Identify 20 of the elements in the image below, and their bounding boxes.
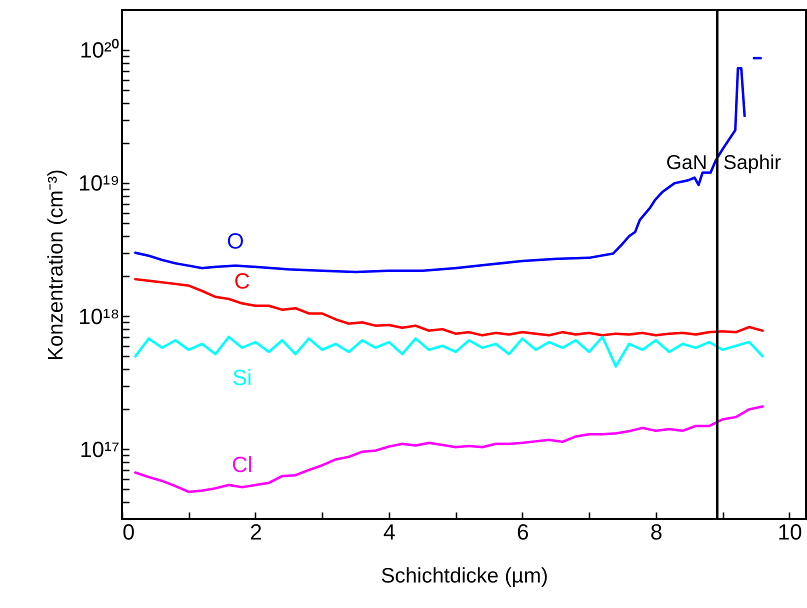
annotation: Saphir: [723, 152, 782, 174]
line-series: [134, 336, 764, 368]
line-series: [134, 405, 764, 494]
x-tick-label: 8: [650, 520, 662, 544]
annotation: GaN: [666, 152, 708, 174]
series-label: C: [234, 268, 250, 294]
x-tick-label: 10: [778, 520, 802, 544]
series-label: O: [226, 228, 244, 254]
y-tick-label: 10¹⁸: [78, 304, 120, 329]
y-tick-label: 10²⁰: [80, 38, 120, 63]
y-tick-label: 10¹⁷: [80, 436, 120, 462]
x-tick-label: 2: [250, 520, 262, 544]
x-tick-label: 4: [383, 520, 396, 544]
y-tick-label: 10¹⁹: [78, 170, 120, 196]
y-axis-title: Konzentration (cm⁻³): [44, 169, 68, 361]
series-label: Cl: [232, 452, 253, 478]
x-tick-label: 0: [122, 520, 135, 544]
series-label: Si: [232, 364, 252, 390]
x-tick-label: 6: [516, 520, 530, 544]
x-axis-title: Schichtdicke (µm): [380, 564, 548, 588]
